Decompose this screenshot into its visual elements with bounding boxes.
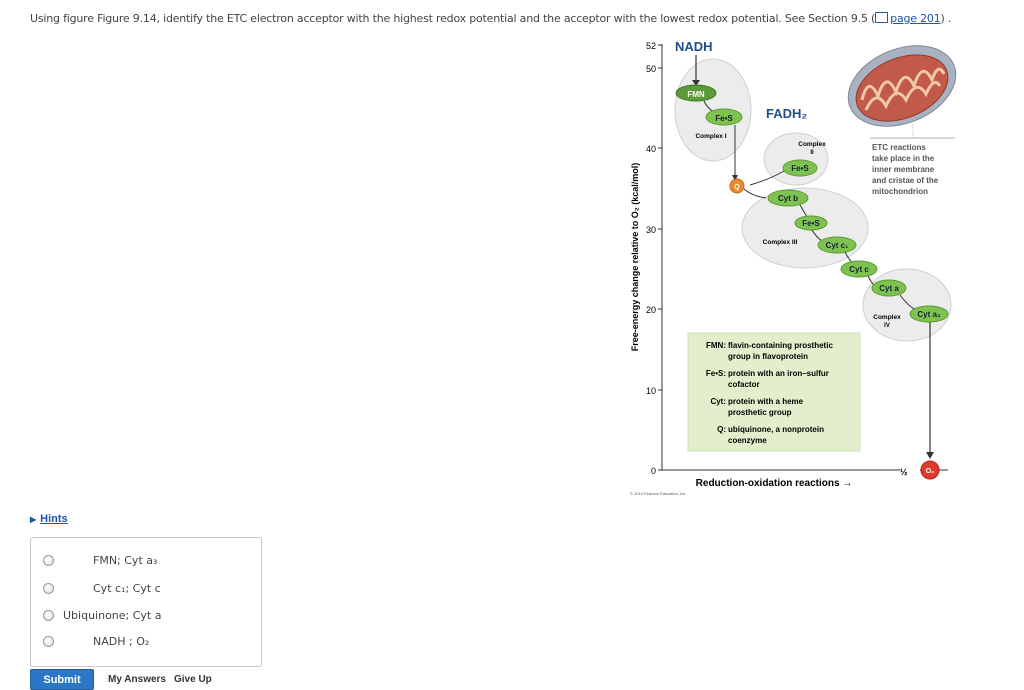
etc-note: ETC reactions take place in the inner me… xyxy=(872,143,939,196)
radio-button[interactable] xyxy=(43,635,54,647)
complex-iii-label: Complex III xyxy=(763,239,798,246)
tick-0: 0 xyxy=(651,466,656,476)
cyt-a-node xyxy=(871,279,907,297)
hints-label: Hints xyxy=(40,513,68,525)
cyt-c-label: Cyt c xyxy=(849,265,869,274)
cyt-b-label: Cyt b xyxy=(778,194,798,203)
svg-text:FMN:: FMN: xyxy=(706,341,726,350)
nadh-label: NADH xyxy=(675,39,713,54)
o2-label: O₂ xyxy=(926,468,935,475)
cyt-c1-label: Cyt c₁ xyxy=(826,241,850,250)
cyt-a3-label: Cyt a₃ xyxy=(917,310,941,319)
svg-text:ETC reactions: ETC reactions xyxy=(872,143,926,152)
option-label: Cyt c₁; Cyt c xyxy=(93,581,161,595)
svg-text:prosthetic group: prosthetic group xyxy=(728,408,792,417)
question-end: ) . xyxy=(940,12,952,25)
svg-text:inner membrane: inner membrane xyxy=(872,165,935,174)
fes-1-node xyxy=(705,108,743,126)
option-3[interactable]: Ubiquinone; Cyt a xyxy=(43,607,253,623)
tick-50: 50 xyxy=(646,64,656,74)
mitochondrion-image xyxy=(847,45,957,127)
book-icon xyxy=(875,12,889,23)
give-up-button[interactable]: Give Up xyxy=(173,674,212,685)
legend-box xyxy=(687,332,861,452)
fadh2-label: FADH₂ xyxy=(766,106,807,121)
complex-ii-num: II xyxy=(810,150,814,156)
cyt-a3-node xyxy=(909,305,949,323)
question-body: Using figure Figure 9.14, identify the E… xyxy=(30,12,876,25)
svg-text:Q:: Q: xyxy=(717,425,726,434)
page-link[interactable]: page 201 xyxy=(890,12,941,25)
svg-text:mitochondrion: mitochondrion xyxy=(872,187,928,196)
complex-iv-num: IV xyxy=(884,323,890,329)
y-axis-label: Free-energy change relative to O₂ (kcal/… xyxy=(630,163,640,352)
answer-options: FMN; Cyt a₃ Cyt c₁; Cyt c Ubiquinone; Cy… xyxy=(30,537,262,667)
cyt-b-node xyxy=(767,189,809,207)
tick-30: 30 xyxy=(646,225,656,235)
copyright: © 2014 Pearson Education, Inc. xyxy=(630,491,687,496)
radio-button[interactable] xyxy=(43,609,54,621)
tick-10: 10 xyxy=(646,386,656,396)
svg-text:protein with an iron–sulfur: protein with an iron–sulfur xyxy=(728,369,829,378)
etc-figure: 52 50 40 30 20 10 0 Free-energy change r… xyxy=(630,39,957,496)
option-2[interactable]: Cyt c₁; Cyt c xyxy=(43,580,253,596)
fes-1-label: Fe•S xyxy=(715,114,733,123)
cyt-a-label: Cyt a xyxy=(879,284,899,293)
legend: FMN: flavin-containing prosthetic group … xyxy=(706,341,834,445)
half-label: ½ xyxy=(900,467,908,477)
y-ticks: 52 50 40 30 20 10 0 xyxy=(646,41,662,476)
fes-2-node xyxy=(782,159,818,177)
fmn-label: FMN xyxy=(687,90,705,99)
option-label: NADH ; O₂ xyxy=(93,634,150,648)
fes-3-node xyxy=(794,215,828,231)
svg-text:ubiquinone, a nonprotein: ubiquinone, a nonprotein xyxy=(728,425,824,434)
hints-toggle[interactable]: ▶ Hints xyxy=(30,513,68,525)
q-label: Q xyxy=(734,184,740,191)
complex-iv-label: Complex xyxy=(873,314,901,321)
question-text: Using figure Figure 9.14, identify the E… xyxy=(30,12,951,25)
radio-button[interactable] xyxy=(43,554,54,566)
option-1[interactable]: FMN; Cyt a₃ xyxy=(43,552,253,568)
complex-i-label: Complex I xyxy=(695,133,726,140)
caret-right-icon: ▶ xyxy=(30,515,37,524)
svg-text:flavin-containing prosthetic: flavin-containing prosthetic xyxy=(728,341,833,350)
tick-40: 40 xyxy=(646,144,656,154)
svg-text:Fe•S:: Fe•S: xyxy=(706,369,726,378)
option-label: Ubiquinone; Cyt a xyxy=(63,608,162,622)
svg-text:coenzyme: coenzyme xyxy=(728,436,767,445)
fes-3-label: Fe•S xyxy=(802,219,820,228)
complex-ii-label: Complex xyxy=(798,141,826,148)
svg-text:Cyt:: Cyt: xyxy=(710,397,726,406)
svg-text:and cristae of the: and cristae of the xyxy=(872,176,939,185)
fmn-node xyxy=(675,84,717,102)
submit-button[interactable]: Submit xyxy=(30,669,94,690)
option-label: FMN; Cyt a₃ xyxy=(93,553,158,567)
my-answers-button[interactable]: My Answers xyxy=(108,674,166,685)
svg-text:cofactor: cofactor xyxy=(728,380,760,389)
action-bar: Submit My Answers Give Up xyxy=(30,669,212,690)
svg-text:group in flavoprotein: group in flavoprotein xyxy=(728,352,808,361)
cyt-c1-node xyxy=(817,236,857,254)
svg-text:protein with a heme: protein with a heme xyxy=(728,397,804,406)
tick-20: 20 xyxy=(646,305,656,315)
radio-button[interactable] xyxy=(43,582,54,594)
cyt-c-node xyxy=(840,260,878,278)
fes-2-label: Fe•S xyxy=(791,164,809,173)
x-axis-label: Reduction-oxidation reactions → xyxy=(696,478,853,489)
o2-node xyxy=(920,460,940,480)
complex-i-bg xyxy=(674,58,752,162)
option-4[interactable]: NADH ; O₂ xyxy=(43,633,253,649)
tick-52: 52 xyxy=(646,41,656,51)
q-node xyxy=(729,178,745,194)
complex-iv-bg xyxy=(862,268,952,342)
svg-text:take place in the: take place in the xyxy=(872,154,935,163)
